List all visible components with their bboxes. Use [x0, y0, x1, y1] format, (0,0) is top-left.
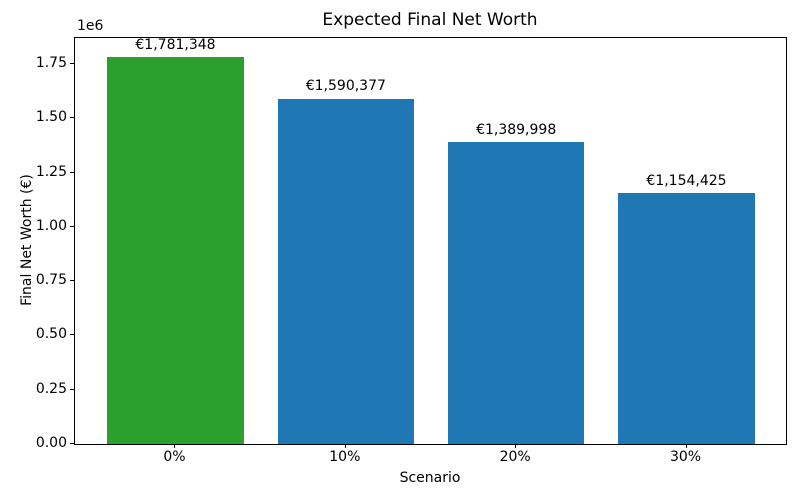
x-tick-mark [174, 444, 176, 448]
y-tick-mark [70, 117, 74, 119]
bar-value-label: €1,154,425 [646, 173, 727, 190]
y-tick-mark [70, 225, 74, 227]
x-tick-label: 10% [329, 449, 361, 465]
y-tick-label: 0.25 [35, 380, 67, 397]
y-tick-label: 1.25 [35, 163, 67, 180]
x-tick-label: 30% [669, 449, 702, 465]
bar-10% [277, 98, 414, 444]
bar-value-label: €1,389,998 [476, 121, 557, 138]
y-tick-label: 0.75 [35, 272, 67, 289]
y-tick-label: 1.75 [35, 55, 67, 72]
y-tick-mark [70, 63, 74, 65]
bar-0% [107, 57, 244, 444]
y-tick-label: 1.50 [35, 109, 67, 126]
x-axis-label: Scenario [399, 470, 461, 486]
plot-area: €1,781,348 €1,590,377 €1,389,998 €1,154,425 [74, 37, 787, 445]
y-tick-label: 0.50 [35, 326, 67, 343]
y-tick-mark [70, 334, 74, 336]
y-tick-label: 0.00 [35, 435, 67, 451]
x-tick-mark [685, 444, 687, 448]
x-tick-label: 20% [499, 449, 531, 465]
y-axis-offset-label: 1e6 [77, 18, 104, 34]
bar-value-label: €1,590,377 [305, 78, 386, 95]
bar-value-label: €1,781,348 [135, 36, 216, 53]
chart-title: Expected Final Net Worth [322, 10, 538, 30]
y-tick-mark [70, 280, 74, 282]
bar-30% [618, 193, 755, 444]
y-tick-mark [70, 443, 74, 444]
y-axis-label: Final Net Worth (€) [19, 174, 35, 306]
x-tick-mark [515, 444, 517, 448]
bar-20% [448, 142, 585, 444]
y-tick-label: 1.00 [35, 217, 67, 234]
x-tick-mark [344, 444, 346, 448]
y-tick-mark [70, 388, 74, 390]
y-tick-mark [70, 171, 74, 173]
x-tick-label: 0% [163, 449, 186, 465]
